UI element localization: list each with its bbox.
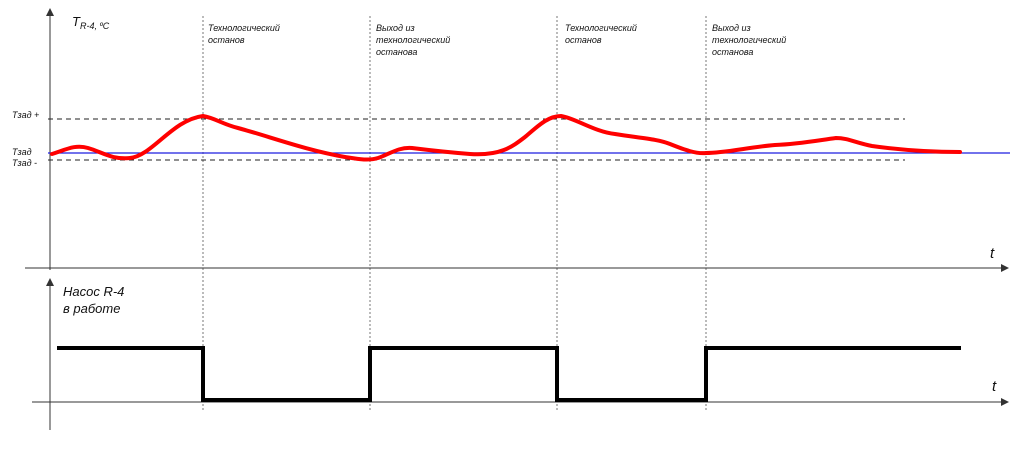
pump-title-line2: в работе — [63, 301, 120, 316]
event-label-1: Технологический останов — [208, 23, 280, 45]
event-label-4: Выход из технологический останова — [712, 23, 786, 57]
event-label-2: Выход из технологический останова — [376, 23, 450, 57]
level-setpoint-label: Tзад — [12, 147, 32, 157]
bottom-axes — [32, 278, 1009, 430]
temperature-curve — [50, 114, 962, 162]
top-axes — [25, 8, 1009, 272]
level-upper-label: Tзад + — [12, 110, 39, 120]
event-lines — [202, 16, 707, 412]
top-x-label: t — [990, 245, 995, 262]
event-label-3: Технологический останов — [565, 23, 637, 45]
top-y-label: TR-4, ºC — [72, 14, 110, 31]
level-lower-label: Tзад - — [12, 158, 37, 168]
pump-signal — [57, 346, 961, 402]
pump-title-line1: Насос R-4 — [63, 284, 124, 299]
bottom-x-label: t — [992, 378, 997, 395]
